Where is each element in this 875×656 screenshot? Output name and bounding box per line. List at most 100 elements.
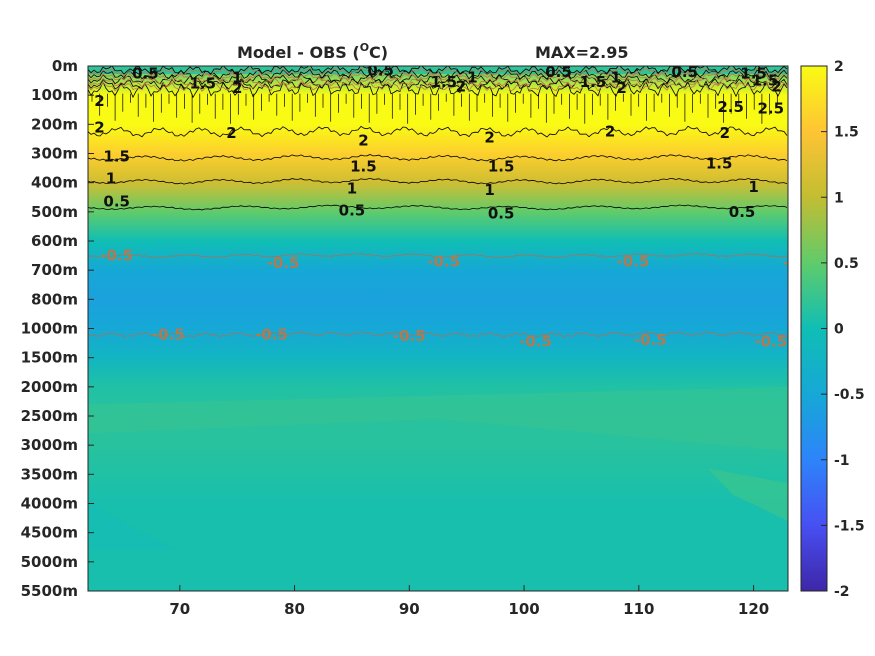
x-tick-label: 70 bbox=[169, 600, 190, 618]
x-axis-ticks: 70 80 90 100 110 120 bbox=[169, 585, 769, 618]
contour-label: 2 bbox=[616, 79, 626, 97]
y-tick-label: 4500m bbox=[21, 524, 78, 542]
contour-line-brown bbox=[88, 67, 788, 77]
y-tick-label: 3000m bbox=[21, 436, 78, 454]
deep-patch bbox=[88, 503, 178, 551]
contour-label: 1 bbox=[106, 169, 116, 187]
contour-label: 1 bbox=[484, 181, 494, 199]
contour-label-negative: -0.5 bbox=[267, 254, 300, 272]
contour-label: 1.5 bbox=[740, 64, 767, 82]
contour-label: 2 bbox=[226, 124, 236, 142]
contour-line-black bbox=[88, 125, 788, 138]
contour-label-negative: -0.5 bbox=[152, 325, 185, 343]
contour-label: 2 bbox=[232, 79, 242, 97]
y-tick-label: 5000m bbox=[21, 553, 78, 571]
contour-label-negative: -0.5 bbox=[783, 254, 816, 272]
y-tick-label: 4000m bbox=[21, 495, 78, 513]
contour-label: 2 bbox=[771, 77, 781, 95]
y-tick-label: 300m bbox=[31, 145, 78, 163]
contour-label: 0.5 bbox=[671, 63, 698, 81]
title-degree-sup: O bbox=[360, 41, 369, 54]
colorbar-ticks: 2 1.5 1 0.5 0 -0.5 -1 -1.5 -2 bbox=[821, 59, 865, 600]
contour-label: 1 bbox=[232, 69, 242, 87]
contour-line-negative bbox=[88, 330, 788, 338]
contour-label: 1.5 bbox=[488, 158, 515, 176]
y-tick-label: 0m bbox=[52, 57, 78, 75]
contour-line-black bbox=[88, 154, 788, 162]
colorbar-tick-label: -2 bbox=[834, 584, 850, 600]
y-tick-label: 800m bbox=[31, 290, 78, 308]
contour-label: 1.5 bbox=[752, 72, 779, 90]
contour-line-brown bbox=[88, 72, 788, 82]
y-tick-label: 700m bbox=[31, 261, 78, 279]
heatmap-field bbox=[88, 66, 788, 591]
y-tick-label: 100m bbox=[31, 86, 78, 104]
contour-label: 2.5 bbox=[757, 99, 784, 117]
contour-label: 2 bbox=[720, 124, 730, 142]
contour-label: 0.5 bbox=[103, 193, 130, 211]
contour-label: 1 bbox=[467, 69, 477, 87]
x-tick-label: 90 bbox=[399, 600, 420, 618]
colorbar-tick-label: -1 bbox=[834, 453, 850, 469]
y-tick-label: 2000m bbox=[21, 378, 78, 396]
contour-label: 0.5 bbox=[729, 203, 756, 221]
max-label: MAX=2.95 bbox=[535, 43, 629, 62]
contour-label-negative: -0.5 bbox=[754, 333, 787, 351]
colorbar-tick-label: 0 bbox=[834, 322, 844, 338]
x-tick-label: 120 bbox=[738, 600, 769, 618]
contour-label: 1.5 bbox=[350, 158, 377, 176]
contour-line-brown bbox=[88, 80, 788, 92]
contour-label: 2 bbox=[358, 131, 368, 149]
y-tick-label: 2500m bbox=[21, 407, 78, 425]
contour-label: 1.5 bbox=[706, 155, 733, 173]
contour-line-black bbox=[88, 68, 788, 80]
contour-label: 1.5 bbox=[189, 75, 216, 93]
contour-label: 0.5 bbox=[488, 204, 515, 222]
contour-label: 2 bbox=[484, 128, 494, 146]
contour-line-black bbox=[88, 204, 788, 211]
contour-label-negative: -0.5 bbox=[393, 327, 426, 345]
contour-label: 2 bbox=[605, 123, 615, 141]
plot-area: 0.51.5 120.51.52 1 0.51.5 120.5 1.51.522.5 2.5… bbox=[88, 61, 816, 591]
y-tick-label: 5500m bbox=[21, 582, 78, 600]
y-tick-label: 1000m bbox=[21, 320, 78, 338]
y-tick-label: 3500m bbox=[21, 465, 78, 483]
contour-line-black bbox=[88, 80, 788, 99]
y-tick-label: 200m bbox=[31, 115, 78, 133]
deep-patch bbox=[708, 468, 788, 521]
contour-label: 2 bbox=[456, 77, 466, 95]
contour-label: 1 bbox=[748, 178, 758, 196]
contour-line-negative bbox=[88, 252, 788, 259]
colorbar-tick-label: 1 bbox=[834, 190, 844, 206]
contour-label-negative: -0.5 bbox=[634, 331, 667, 349]
x-tick-label: 80 bbox=[284, 600, 305, 618]
x-tick-label: 110 bbox=[623, 600, 654, 618]
contour-label-negative: -0.5 bbox=[100, 247, 133, 265]
x-tick-label: 100 bbox=[508, 600, 539, 618]
contour-label: 1 bbox=[347, 180, 357, 198]
contour-line-brown bbox=[88, 76, 788, 88]
y-axis-ticks: 0m 100m 200m 300m 400m 500m 600m 700m 800m 1000m 1… bbox=[21, 57, 94, 600]
contour-label: 1 bbox=[611, 69, 621, 87]
contour-label: 1.5 bbox=[580, 73, 607, 91]
y-tick-label: 1500m bbox=[21, 349, 78, 367]
colorbar-tick-label: -1.5 bbox=[834, 518, 865, 534]
contour-label: 2 bbox=[94, 118, 104, 136]
contour-label-negative: -0.5 bbox=[427, 252, 460, 270]
contour-line-black bbox=[88, 177, 788, 185]
chart-title: Model - OBS (OC) bbox=[237, 41, 388, 62]
contour-label: 0.5 bbox=[367, 61, 394, 79]
contour-label: 0.5 bbox=[132, 64, 159, 82]
contour-lines bbox=[88, 66, 788, 338]
contour-label-negative: -0.5 bbox=[519, 333, 552, 351]
colorbar-tick-label: 1.5 bbox=[834, 125, 859, 141]
contour-label: 1.5 bbox=[103, 147, 130, 165]
contour-labels: 0.51.5 120.51.52 1 0.51.5 120.5 1.51.522.5 2.5… bbox=[94, 61, 816, 351]
contour-label: 2 bbox=[94, 92, 104, 110]
contour-label: 0.5 bbox=[339, 201, 366, 219]
contour-label: 0.5 bbox=[545, 63, 572, 81]
y-tick-label: 500m bbox=[31, 203, 78, 221]
deep-patch bbox=[88, 386, 788, 451]
colorbar-tick-label: 0.5 bbox=[834, 256, 859, 272]
